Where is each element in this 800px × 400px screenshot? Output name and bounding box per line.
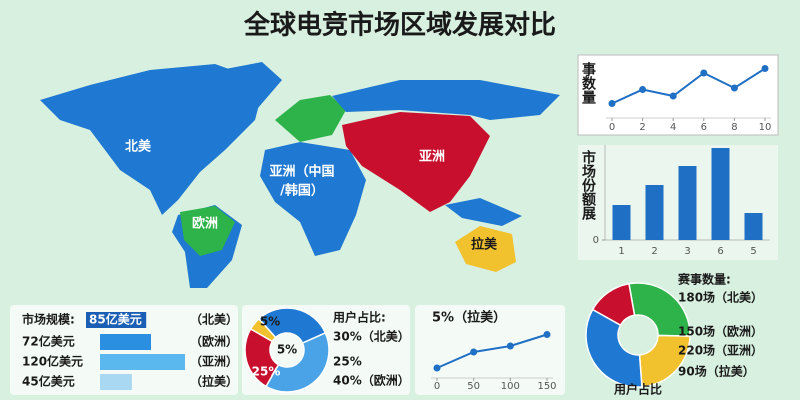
value-label: 30%（北美）: [333, 329, 410, 344]
x-tick-label: 50: [467, 381, 480, 392]
world-map: 北美 欧洲 亚洲（中国 /韩国） 亚洲 拉美: [40, 62, 560, 288]
map-label: 欧洲: [192, 216, 218, 232]
x-tick-label: 1: [618, 246, 624, 257]
x-tick-label: 8: [731, 122, 737, 133]
panel: [577, 54, 779, 136]
donut-slice: [591, 282, 636, 327]
donut-slice: [585, 308, 643, 388]
donut-slice: [257, 307, 327, 345]
category-label: （欧洲）: [190, 334, 238, 349]
annotation: 5%: [277, 343, 297, 357]
map-label: 亚洲（中国: [269, 164, 334, 180]
bar: [612, 205, 631, 240]
x-tick-label: 0: [609, 122, 615, 133]
x-tick-label: 2: [639, 122, 645, 133]
title: 全球电竞市场区域发展对比: [243, 10, 556, 41]
value-label: 25%: [252, 365, 281, 379]
x-tick-label: 4: [670, 122, 676, 133]
donut-slice: [638, 334, 691, 388]
value-label: 220场（亚洲）: [678, 343, 763, 358]
x-tick-label: 3: [684, 246, 690, 257]
value-label: 5%: [260, 315, 280, 329]
line: [436, 333, 548, 369]
chart-title: 赛事数量:: [677, 272, 731, 287]
map-label: 拉美: [471, 237, 498, 253]
map-label: 亚洲: [419, 150, 445, 165]
bar: [100, 354, 185, 370]
line: [611, 67, 766, 105]
panel: [578, 145, 778, 260]
bar: [100, 374, 132, 390]
x-tick-label: 10: [759, 122, 772, 133]
chart-label: 市场规模:: [22, 312, 75, 327]
value-label: 90场（拉美）: [678, 364, 755, 379]
x-tick-label: 0: [434, 381, 440, 392]
category-label: （北美）: [190, 312, 238, 327]
donut-slice: [628, 282, 691, 337]
value-label: 45亿美元: [22, 374, 75, 389]
bar: [678, 166, 697, 240]
bar: [744, 213, 763, 240]
value-label: 72亿美元: [22, 334, 75, 349]
value-label: 120亿美元: [22, 354, 83, 369]
point: [470, 348, 478, 356]
y-axis-label: 市场份额展: [580, 149, 596, 221]
north-asia: [332, 80, 560, 120]
value-label: 180场（北美）: [678, 290, 763, 305]
bar: [100, 334, 151, 350]
africa: [260, 142, 366, 256]
donut-slice: [244, 327, 280, 388]
point: [730, 84, 738, 92]
value-label: 150场（欧洲）: [678, 324, 763, 339]
point: [669, 92, 677, 100]
southeast-asia: [445, 198, 522, 226]
north-america: [40, 64, 265, 215]
point: [433, 364, 441, 372]
chart-caption: 用户占比: [613, 382, 662, 397]
south-america-highlight: [180, 206, 235, 256]
point: [700, 69, 708, 77]
donut-slice: [264, 331, 330, 393]
chart-title: 5%（拉美）: [432, 310, 506, 326]
x-tick-label: 5: [750, 246, 756, 257]
asia: [342, 112, 490, 212]
point: [543, 331, 551, 338]
bar: [711, 148, 730, 240]
annotation: 用户占比:: [332, 310, 386, 325]
category-label: （亚洲）: [190, 354, 238, 369]
value-label: 85亿美元: [89, 312, 142, 327]
point: [608, 100, 616, 107]
map-label: /韩国）: [280, 183, 324, 199]
map-label: 北美: [125, 139, 152, 155]
x-tick-label: 150: [537, 381, 556, 392]
y-tick-label: 0: [593, 235, 599, 246]
australia: [455, 226, 516, 272]
y-axis-label: 事数量: [580, 61, 596, 105]
bar: [86, 312, 147, 328]
x-tick-label: 6: [701, 122, 707, 133]
x-tick-label: 2: [651, 246, 657, 257]
x-tick-label: 6: [717, 246, 723, 257]
point: [506, 342, 514, 350]
point: [761, 65, 769, 72]
x-tick-label: 100: [501, 381, 520, 392]
value-label: 40%（欧洲）: [333, 373, 410, 388]
point: [639, 86, 647, 93]
greenland: [220, 62, 282, 108]
category-label: （拉美）: [190, 374, 238, 389]
europe: [275, 95, 346, 142]
bar: [645, 185, 664, 240]
annotation: 25%: [333, 355, 362, 369]
